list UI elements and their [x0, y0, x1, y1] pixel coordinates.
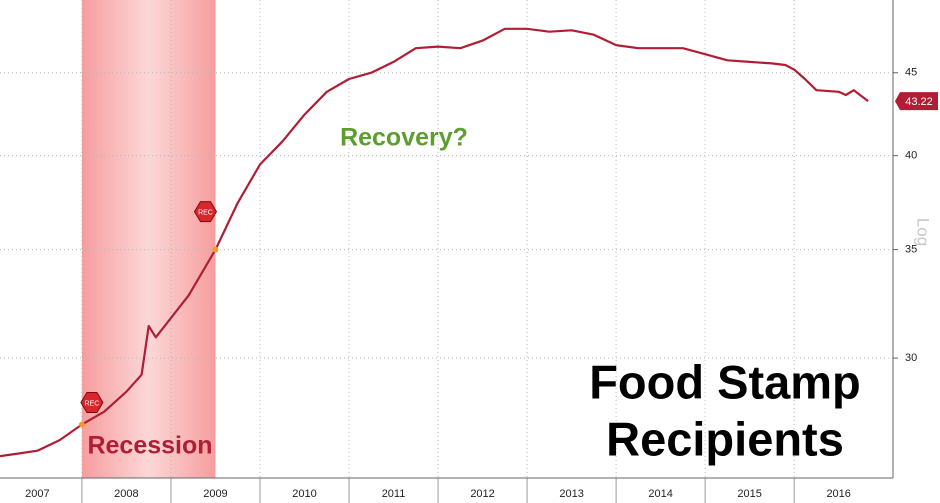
rec-marker: [80, 391, 104, 413]
y-tick-label: 30: [905, 352, 917, 364]
x-tick-label: 2007: [25, 488, 49, 500]
chart-title: Food Stamp: [589, 355, 861, 408]
marker-point: [78, 421, 85, 428]
marker-point: [212, 246, 219, 253]
y-tick-label: 40: [905, 150, 917, 162]
x-tick-label: 2013: [559, 488, 583, 500]
last-value-label: 43.22: [905, 96, 933, 108]
x-tick-label: 2012: [470, 488, 494, 500]
annotation: Recession: [87, 432, 212, 460]
recession-band: [81, 0, 216, 478]
y-tick-label: 35: [905, 244, 917, 256]
x-tick-label: 2016: [826, 488, 850, 500]
rec-label: REC: [85, 400, 100, 407]
x-tick-label: 2014: [648, 488, 672, 500]
x-tick-label: 2010: [292, 488, 316, 500]
y-axis-label: Log: [914, 218, 933, 246]
rec-label: REC: [198, 209, 213, 216]
last-value-tag: [895, 92, 938, 111]
y-tick-label: 45: [905, 67, 917, 79]
annotation: Recovery?: [340, 124, 468, 152]
x-tick-label: 2008: [114, 488, 138, 500]
chart-title: Recipients: [606, 412, 844, 465]
rec-marker: [193, 201, 218, 223]
x-tick-label: 2011: [382, 488, 406, 500]
x-tick-label: 2015: [737, 488, 761, 500]
x-tick-label: 2009: [203, 488, 227, 500]
series-line: [0, 27, 869, 458]
